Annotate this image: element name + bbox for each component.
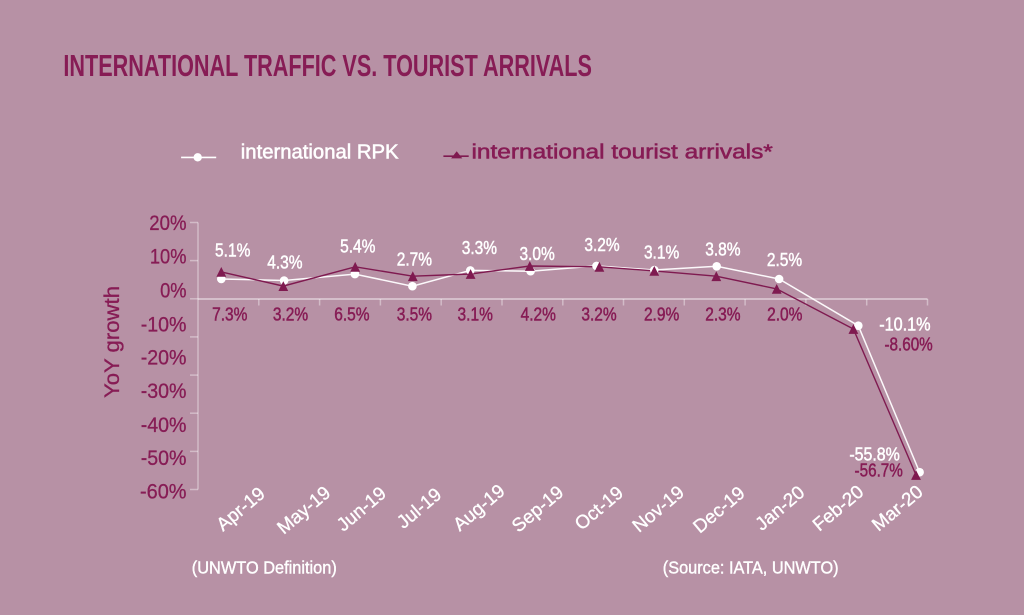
- svg-text:-40%: -40%: [141, 413, 187, 437]
- svg-text:3.2%: 3.2%: [273, 303, 308, 324]
- svg-text:-8.60%: -8.60%: [884, 334, 932, 355]
- svg-text:-60%: -60%: [140, 480, 187, 504]
- svg-text:2.7%: 2.7%: [397, 249, 432, 270]
- svg-text:2.5%: 2.5%: [767, 249, 802, 270]
- svg-text:-55.8%: -55.8%: [849, 444, 900, 465]
- svg-text:5.1%: 5.1%: [215, 240, 250, 261]
- svg-text:-20%: -20%: [141, 345, 187, 369]
- svg-text:3.3%: 3.3%: [462, 237, 497, 258]
- svg-text:3.2%: 3.2%: [581, 303, 616, 324]
- svg-text:4.2%: 4.2%: [521, 303, 556, 324]
- svg-text:3.8%: 3.8%: [705, 238, 740, 259]
- svg-text:2.3%: 2.3%: [705, 303, 740, 324]
- svg-text:0%: 0%: [160, 279, 186, 303]
- svg-text:3.1%: 3.1%: [644, 241, 679, 262]
- svg-text:(Source: IATA, UNWTO): (Source: IATA, UNWTO): [663, 558, 839, 578]
- svg-text:6.5%: 6.5%: [334, 303, 369, 324]
- svg-text:5.4%: 5.4%: [340, 235, 375, 256]
- svg-text:-50%: -50%: [141, 446, 187, 470]
- svg-text:international tourist arrivals: international tourist arrivals*: [472, 142, 774, 164]
- svg-text:10%: 10%: [150, 245, 187, 269]
- svg-text:international RPK: international RPK: [241, 142, 399, 164]
- svg-text:-56.7%: -56.7%: [855, 460, 903, 481]
- svg-text:(UNWTO Definition): (UNWTO Definition): [192, 558, 337, 578]
- svg-text:20%: 20%: [149, 211, 186, 235]
- svg-text:3.0%: 3.0%: [519, 243, 554, 264]
- svg-text:INTERNATIONAL TRAFFIC VS. TOUR: INTERNATIONAL TRAFFIC VS. TOURIST ARRIVA…: [63, 50, 592, 83]
- svg-text:3.2%: 3.2%: [584, 234, 619, 255]
- svg-text:2.9%: 2.9%: [644, 303, 679, 324]
- svg-text:3.1%: 3.1%: [458, 303, 493, 324]
- svg-text:-10%: -10%: [141, 312, 187, 336]
- svg-text:-30%: -30%: [141, 379, 187, 403]
- svg-text:3.5%: 3.5%: [397, 303, 432, 324]
- svg-text:2.0%: 2.0%: [767, 303, 802, 324]
- svg-text:-10.1%: -10.1%: [879, 314, 930, 335]
- svg-text:YoY growth: YoY growth: [100, 286, 124, 398]
- svg-text:4.3%: 4.3%: [267, 252, 302, 273]
- svg-text:7.3%: 7.3%: [212, 303, 247, 324]
